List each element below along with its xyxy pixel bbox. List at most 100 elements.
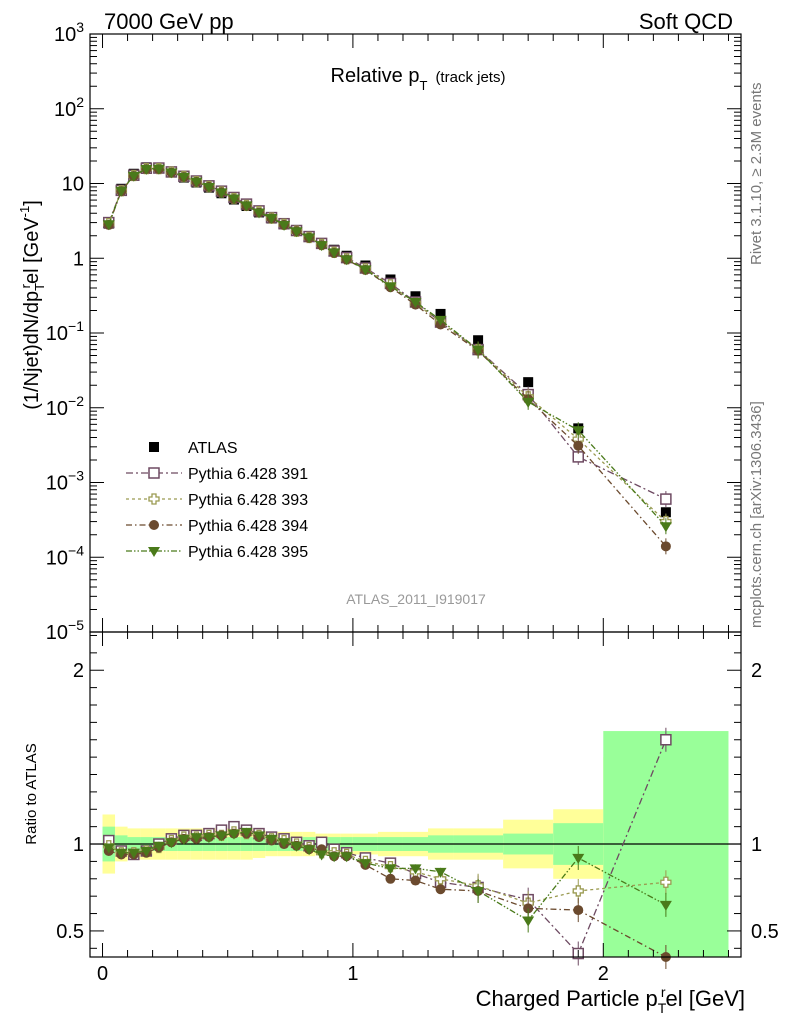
data-point bbox=[328, 248, 341, 259]
data-point bbox=[253, 208, 266, 219]
data-point bbox=[409, 297, 422, 308]
ratio-point bbox=[340, 852, 353, 863]
legend-marker bbox=[149, 520, 159, 530]
x-axis-label-sub: T bbox=[658, 1000, 667, 1016]
y-axis-label-unit-sup: -1 bbox=[17, 206, 32, 218]
data-point bbox=[177, 172, 190, 183]
ratio-point bbox=[573, 905, 584, 916]
ratio-tick-label-right: 1 bbox=[751, 834, 762, 856]
data-point bbox=[290, 227, 303, 238]
data-point bbox=[215, 188, 228, 199]
ratio-point bbox=[522, 916, 535, 927]
ratio-point bbox=[472, 886, 485, 897]
legend-marker bbox=[148, 547, 160, 557]
ratio-point bbox=[152, 841, 165, 852]
ratio-tick-label: 1 bbox=[73, 834, 84, 856]
y-tick-base: 10 bbox=[54, 24, 76, 46]
legend-marker bbox=[148, 467, 160, 479]
plot-title-sub: T bbox=[419, 78, 427, 93]
x-axis-label-main: Charged Particle p bbox=[476, 986, 658, 1011]
ratio-point bbox=[384, 864, 397, 875]
ratio-point bbox=[227, 829, 240, 840]
data-point bbox=[227, 194, 240, 205]
ratio-frame bbox=[89, 631, 742, 958]
y-tick-exponent: −1 bbox=[68, 318, 84, 334]
y-tick-label: 103 bbox=[54, 19, 84, 46]
y-tick-label: 10−4 bbox=[46, 542, 84, 569]
plot-title: Relative pT (track jets) bbox=[331, 65, 506, 93]
ratio-point bbox=[278, 838, 291, 849]
data-point bbox=[265, 214, 278, 225]
data-point bbox=[315, 241, 328, 252]
data-point bbox=[472, 345, 485, 356]
ratio-point bbox=[215, 831, 228, 842]
ratio-point bbox=[572, 853, 585, 864]
ratio-point bbox=[253, 831, 266, 842]
x-tick-label: 1 bbox=[347, 963, 358, 985]
y-tick-base: 10 bbox=[54, 99, 76, 121]
y-tick-label: 10−1 bbox=[46, 318, 84, 345]
series-line-4 bbox=[108, 167, 667, 527]
y-axis-label-tail: el [GeV bbox=[21, 217, 43, 284]
y-tick-exponent: −5 bbox=[68, 617, 84, 633]
y-tick-base: 10 bbox=[46, 398, 68, 420]
x-tick-label: 2 bbox=[598, 963, 609, 985]
y-tick-base: 10 bbox=[46, 323, 68, 345]
y-tick-base: 10 bbox=[46, 622, 68, 644]
ratio-point bbox=[315, 850, 328, 861]
y-tick-exponent: −4 bbox=[68, 542, 84, 558]
data-point bbox=[473, 335, 484, 346]
y-tick-label: 10−3 bbox=[46, 468, 84, 495]
ratio-point bbox=[572, 885, 584, 897]
ratio-point bbox=[140, 846, 153, 857]
data-point bbox=[435, 308, 446, 319]
ratio-panel: 0 1 2 2 2 1 1 0.5 0.5 Ratio to ATLAS bbox=[23, 631, 779, 985]
ratio-point bbox=[660, 734, 672, 746]
data-point bbox=[384, 282, 397, 293]
ratio-point bbox=[659, 900, 672, 911]
legend-marker bbox=[149, 442, 159, 452]
legend-label: Pythia 6.428 395 bbox=[188, 544, 308, 561]
data-point bbox=[522, 397, 535, 408]
ratio-point bbox=[359, 859, 372, 870]
ratio-point bbox=[435, 884, 446, 895]
y-tick-base: 10 bbox=[46, 547, 68, 569]
data-point bbox=[165, 168, 178, 179]
plot-title-note: (track jets) bbox=[435, 69, 505, 86]
series-line-3 bbox=[108, 168, 667, 547]
data-point bbox=[202, 182, 215, 193]
legend-label: Pythia 6.428 393 bbox=[188, 492, 308, 509]
ratio-point bbox=[660, 876, 672, 888]
y-tick-exponent: 2 bbox=[76, 94, 84, 110]
ratio-point bbox=[102, 843, 115, 854]
ratio-point bbox=[177, 834, 190, 845]
ratio-tick-label-right: 0.5 bbox=[751, 921, 779, 943]
data-point bbox=[660, 507, 671, 518]
y-tick-label: 102 bbox=[54, 94, 84, 121]
data-point bbox=[140, 164, 153, 175]
data-point bbox=[434, 315, 447, 326]
legend-label: Pythia 6.428 394 bbox=[188, 518, 308, 535]
ratio-axes: 0 1 2 2 2 1 1 0.5 0.5 bbox=[56, 632, 779, 985]
ratio-point bbox=[410, 875, 421, 886]
data-point bbox=[660, 541, 671, 552]
data-point bbox=[340, 255, 353, 266]
data-point bbox=[102, 220, 115, 231]
x-tick-label: 0 bbox=[97, 963, 108, 985]
ratio-point bbox=[523, 903, 534, 914]
y-tick-label: 10−5 bbox=[46, 617, 84, 644]
main-frame bbox=[89, 33, 742, 633]
y-tick-exponent: −3 bbox=[68, 468, 84, 484]
data-point bbox=[523, 377, 534, 388]
ratio-point bbox=[434, 873, 447, 885]
data-point bbox=[359, 265, 372, 276]
y-axis-label-sub: T bbox=[32, 283, 47, 291]
ratio-point bbox=[434, 867, 447, 878]
data-point bbox=[659, 522, 672, 533]
y-tick-exponent: 3 bbox=[76, 19, 84, 35]
data-point bbox=[573, 440, 584, 451]
ratio-point bbox=[202, 833, 215, 844]
data-point bbox=[115, 186, 128, 197]
mcplots-label: mcplots.cern.ch [arXiv:1306.3436] bbox=[748, 401, 765, 628]
